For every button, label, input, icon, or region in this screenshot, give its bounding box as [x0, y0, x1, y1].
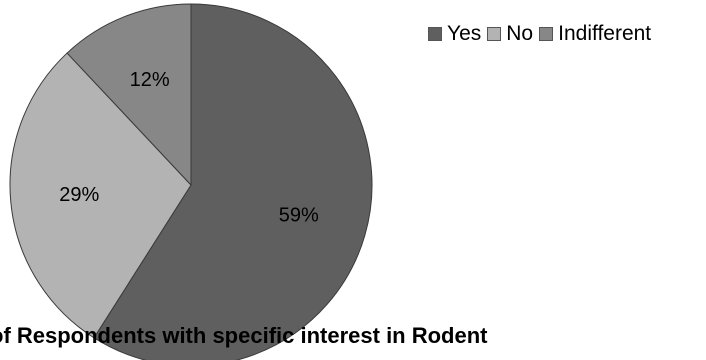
legend-label-indifferent: Indifferent	[558, 22, 652, 45]
pie-slices	[9, 3, 373, 360]
legend-label-yes: Yes	[447, 22, 482, 45]
pie-slice-yes	[93, 3, 373, 360]
pie-slice-indifferent	[66, 3, 192, 187]
pie-slice-no	[9, 52, 192, 339]
legend-item-indifferent: Indifferent	[539, 22, 651, 46]
slice-label-no: 29%	[59, 184, 99, 206]
slice-label-yes: 59%	[279, 205, 319, 227]
slice-label-indifferent: 12%	[130, 69, 170, 91]
legend-item-no: No	[487, 22, 533, 46]
legend-swatch-indifferent	[539, 27, 554, 41]
legend-swatch-no	[487, 27, 502, 41]
chart-legend: Yes No Indifferent	[428, 22, 657, 46]
legend-label-no: No	[506, 22, 534, 45]
legend-swatch-yes	[428, 27, 442, 41]
chart-title: of Respondents with specific interest in…	[0, 323, 488, 348]
pie-slice-labels: 59% 29% 12%	[59, 69, 319, 227]
legend-item-yes: Yes	[428, 22, 481, 46]
